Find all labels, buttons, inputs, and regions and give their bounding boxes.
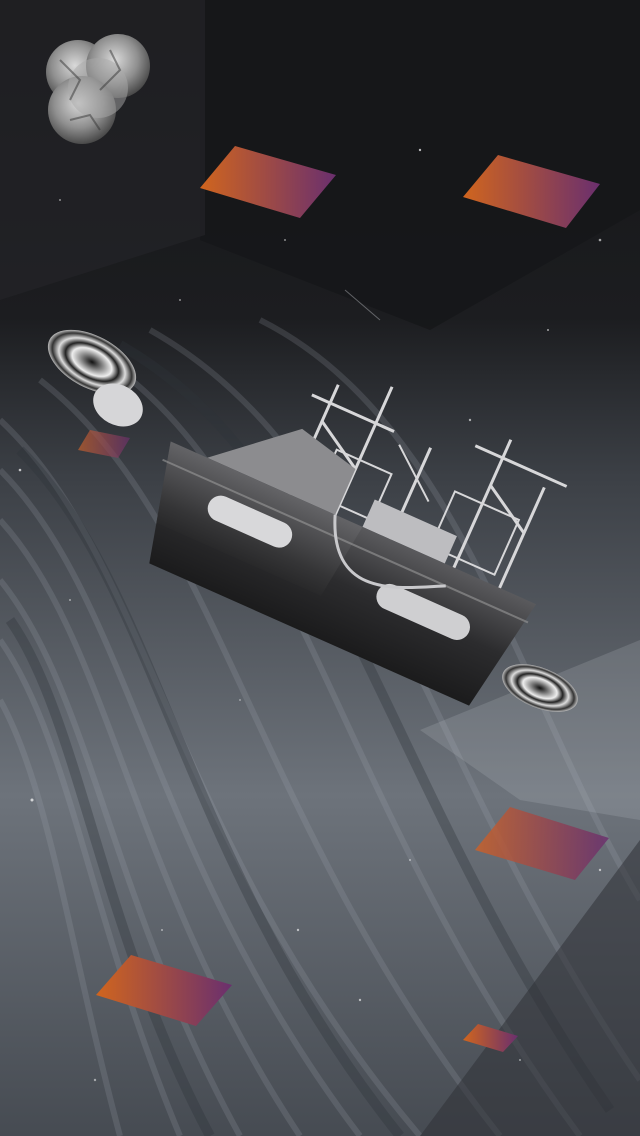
- ship-icon: [149, 384, 568, 706]
- wave-highlight: [420, 640, 640, 820]
- stars: [18, 148, 602, 1082]
- ship-cabin: [362, 499, 457, 564]
- ship-bow-deck: [207, 428, 356, 515]
- accent-tiles: [78, 146, 609, 1052]
- light-streak: [344, 289, 381, 321]
- moon-icon: [46, 34, 150, 144]
- hull-opening: [376, 583, 471, 640]
- dark-slab: [200, 0, 640, 330]
- planet-ring-icon: [47, 329, 578, 712]
- hull-opening: [207, 495, 293, 548]
- lower-shadow: [420, 840, 640, 1136]
